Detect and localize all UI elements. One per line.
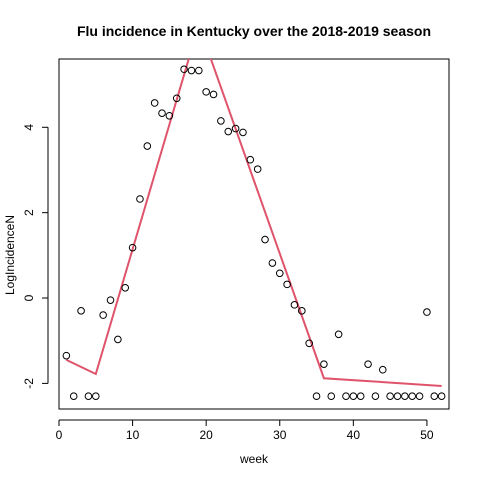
data-point — [437, 392, 446, 400]
x-tick-label: 0 — [56, 428, 63, 442]
x-tick-label: 10 — [126, 428, 140, 442]
data-point — [401, 392, 409, 400]
data-point — [158, 109, 166, 118]
y-axis-label: LogIncidenceN — [3, 215, 17, 295]
data-point — [393, 392, 402, 400]
plot-frame — [58, 58, 450, 410]
y-tick-label: 2 — [22, 209, 36, 216]
data-point — [423, 308, 431, 316]
data-point — [172, 94, 181, 103]
data-point — [128, 243, 137, 252]
data-point — [180, 65, 188, 74]
data-point — [283, 280, 291, 289]
data-point — [356, 392, 365, 400]
data-point — [77, 307, 85, 315]
y-tick-label: 0 — [22, 294, 36, 301]
y-tick-label: 4 — [22, 124, 36, 131]
data-point — [253, 165, 262, 173]
data-point — [305, 339, 313, 348]
data-point — [187, 66, 196, 75]
fitted-line-layer — [65, 59, 442, 387]
points-layer — [62, 65, 446, 400]
data-point — [231, 124, 240, 133]
data-point — [415, 392, 424, 400]
data-point — [371, 392, 380, 400]
x-axis-label: week — [239, 452, 269, 466]
data-point — [84, 392, 93, 400]
data-point — [320, 360, 328, 368]
data-point — [114, 335, 122, 344]
data-point — [349, 392, 358, 400]
axes: 0 10 20 30 40 50 -2 0 2 4 — [22, 58, 450, 442]
x-tick-label: 50 — [420, 428, 434, 442]
data-point — [165, 111, 174, 120]
data-point — [334, 330, 343, 339]
chart-title: Flu incidence in Kentucky over the 2018-… — [77, 23, 431, 39]
data-point — [99, 311, 107, 319]
data-point — [106, 296, 115, 304]
data-point — [143, 142, 152, 150]
x-tick-label: 40 — [347, 428, 361, 442]
x-tick-label: 20 — [199, 428, 213, 442]
data-point — [378, 365, 387, 374]
data-point — [91, 392, 100, 400]
data-point — [246, 155, 255, 164]
data-point — [217, 117, 225, 125]
data-point — [327, 392, 336, 400]
data-point — [69, 392, 78, 400]
data-point — [298, 307, 306, 315]
data-point — [136, 195, 144, 203]
data-point — [364, 360, 372, 368]
data-point — [195, 66, 203, 75]
data-point — [202, 88, 210, 96]
data-point — [312, 392, 321, 400]
data-point — [224, 127, 233, 136]
y-tick-label: -2 — [22, 378, 36, 389]
x-tick-label: 30 — [273, 428, 287, 442]
data-point — [239, 128, 247, 137]
data-point — [275, 269, 284, 278]
data-point — [121, 283, 130, 292]
data-point — [268, 259, 277, 267]
data-point — [386, 392, 394, 400]
fitted-line — [65, 59, 442, 387]
data-point — [62, 351, 71, 360]
data-point — [290, 301, 299, 309]
data-point — [209, 90, 218, 99]
data-point — [261, 235, 269, 244]
data-point — [430, 392, 439, 400]
data-point — [408, 392, 417, 400]
data-point — [150, 99, 159, 107]
data-point — [342, 392, 350, 400]
